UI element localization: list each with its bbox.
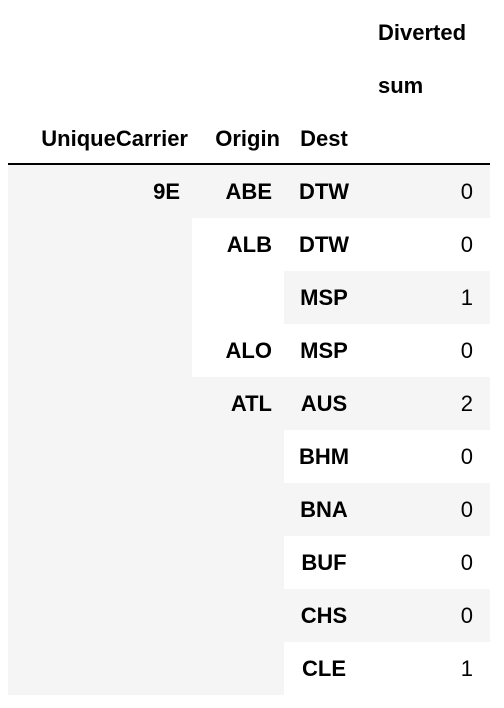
cell-dest: MSP: [284, 271, 364, 324]
index-header-uniquecarrier: UniqueCarrier: [41, 126, 188, 151]
index-header-origin: Origin: [215, 126, 280, 151]
cell-origin: [192, 536, 284, 589]
cell-diverted-sum: 1: [364, 642, 490, 695]
cell-uniquecarrier: [8, 642, 192, 695]
column-header-diverted: Diverted: [378, 20, 467, 45]
cell-dest: MSP: [284, 324, 364, 377]
cell-origin: ALO: [192, 324, 284, 377]
column-header-sum: sum: [378, 73, 424, 98]
cell-diverted-sum: 0: [364, 218, 490, 271]
table-row: CLE 1: [8, 642, 490, 695]
cell-uniquecarrier: 9E: [8, 165, 192, 218]
cell-uniquecarrier: [8, 589, 192, 642]
cell-uniquecarrier: [8, 536, 192, 589]
cell-uniquecarrier: [8, 430, 192, 483]
cell-uniquecarrier: [8, 483, 192, 536]
cell-diverted-sum: 0: [364, 430, 490, 483]
cell-uniquecarrier: [8, 377, 192, 430]
cell-diverted-sum: 1: [364, 271, 490, 324]
cell-dest: CLE: [284, 642, 364, 695]
table-row: ATL AUS 2: [8, 377, 490, 430]
cell-diverted-sum: 2: [364, 377, 490, 430]
cell-origin: ABE: [192, 165, 284, 218]
header-divider: [8, 163, 490, 165]
cell-origin: ALB: [192, 218, 284, 271]
index-header-dest: Dest: [300, 126, 348, 151]
cell-origin: [192, 483, 284, 536]
header-row-columns: Diverted: [8, 6, 490, 59]
cell-origin: [192, 589, 284, 642]
table-row: CHS 0: [8, 589, 490, 642]
cell-dest: DTW: [284, 218, 364, 271]
header-row-aggregation: sum: [8, 59, 490, 112]
cell-dest: BNA: [284, 483, 364, 536]
table-row: BNA 0: [8, 483, 490, 536]
cell-diverted-sum: 0: [364, 483, 490, 536]
table-row: BUF 0: [8, 536, 490, 589]
table-row: 9E ABE DTW 0: [8, 165, 490, 218]
cell-dest: DTW: [284, 165, 364, 218]
cell-dest: BUF: [284, 536, 364, 589]
cell-uniquecarrier: [8, 324, 192, 377]
cell-uniquecarrier: [8, 271, 192, 324]
cell-diverted-sum: 0: [364, 589, 490, 642]
table-row: ALB DTW 0: [8, 218, 490, 271]
cell-dest: BHM: [284, 430, 364, 483]
cell-uniquecarrier: [8, 218, 192, 271]
cell-origin: [192, 642, 284, 695]
cell-diverted-sum: 0: [364, 324, 490, 377]
cell-diverted-sum: 0: [364, 165, 490, 218]
cell-dest: CHS: [284, 589, 364, 642]
table-row: MSP 1: [8, 271, 490, 324]
cell-diverted-sum: 0: [364, 536, 490, 589]
cell-origin: ATL: [192, 377, 284, 430]
cell-origin: [192, 430, 284, 483]
header-row-index-names: UniqueCarrier Origin Dest: [8, 112, 490, 165]
table-row: ALO MSP 0: [8, 324, 490, 377]
cell-origin: [192, 271, 284, 324]
table-row: BHM 0: [8, 430, 490, 483]
cell-dest: AUS: [284, 377, 364, 430]
